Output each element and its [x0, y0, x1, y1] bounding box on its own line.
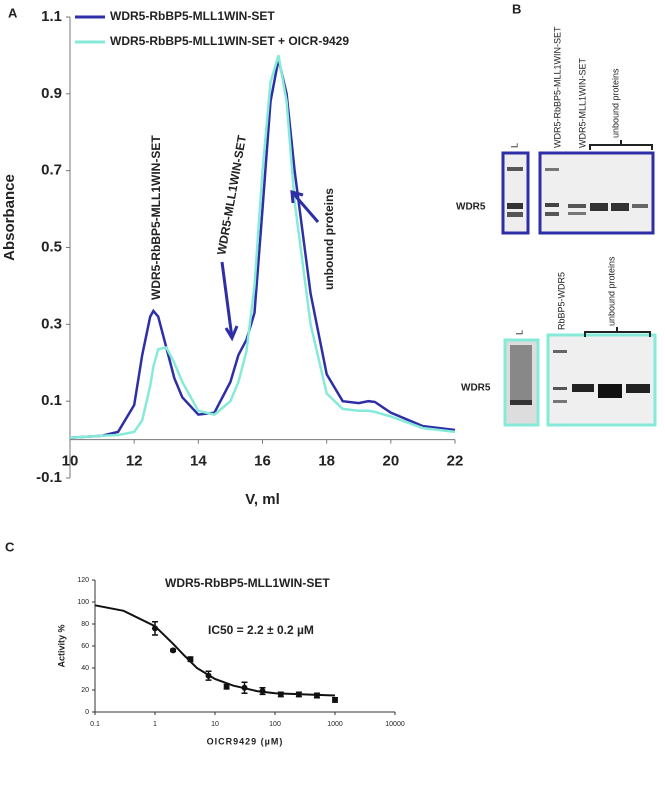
y-tick-label: 0.3 [41, 315, 62, 332]
x-tick-label: 12 [126, 453, 143, 470]
panel-label: B [512, 1, 521, 16]
x-tick-label: 0.1 [90, 721, 100, 728]
x-tick-label: 16 [254, 453, 271, 470]
gel-lane-label: WDR5-RbBP5-MLL1WIN-SET [552, 26, 562, 148]
gel-band-label: WDR5 [456, 202, 486, 213]
x-tick-label: 18 [318, 453, 335, 470]
arrow [220, 261, 239, 342]
bracket [589, 140, 653, 150]
data-point [241, 684, 248, 691]
y-axis-label: Activity % [56, 624, 66, 667]
gel-top [501, 151, 655, 235]
data-point [295, 691, 302, 698]
series-line [69, 59, 456, 439]
gel-lane-label: L [509, 143, 519, 148]
x-tick-label: 10 [211, 721, 219, 728]
x-tick-label: 14 [190, 453, 207, 470]
data-point [313, 692, 320, 699]
x-tick-label: 20 [382, 453, 399, 470]
gel-band-label: WDR5 [461, 383, 491, 394]
y-tick-label: 80 [81, 621, 89, 628]
annotation: unbound proteins [322, 188, 336, 290]
annotation: WDR5-MLL1WIN-SET [214, 134, 249, 257]
x-tick-label: 100 [269, 721, 281, 728]
data-point [277, 691, 284, 698]
y-tick-label: 40 [81, 665, 89, 672]
x-tick-label: 1000 [327, 721, 343, 728]
x-tick-label: 10000 [385, 721, 405, 728]
legend-label: WDR5-RbBP5-MLL1WIN-SET + OICR-9429 [110, 34, 349, 48]
bracket [584, 327, 651, 337]
y-tick-label: 120 [77, 577, 89, 584]
data-point [152, 625, 158, 632]
legend-label: WDR5-RbBP5-MLL1WIN-SET [110, 9, 275, 23]
y-tick-label: 0.9 [41, 85, 62, 102]
panel-label: C [5, 539, 15, 554]
x-tick-label: 1 [153, 721, 157, 728]
y-tick-label: 20 [81, 687, 89, 694]
data-point [187, 656, 194, 663]
gel-bracket-label: unbound proteins [610, 68, 620, 138]
gel-lane-label: WDR5-MLL1WIN-SET [577, 57, 587, 148]
x-axis-label: OICR9429 (µM) [207, 736, 284, 746]
data-point [259, 688, 266, 695]
y-tick-label: 0 [85, 709, 89, 716]
x-tick-label: 10 [62, 453, 79, 470]
data-point [223, 683, 230, 690]
series-line [69, 55, 456, 439]
panel-label: A [8, 5, 18, 20]
arrow [290, 189, 320, 223]
y-tick-label: 60 [81, 643, 89, 650]
y-tick-label: 100 [77, 599, 89, 606]
y-tick-label: 0.5 [41, 238, 62, 255]
x-axis-label: V, ml [245, 491, 279, 508]
fit-curve [94, 604, 336, 697]
gel-lane-label: L [514, 330, 524, 335]
data-point [170, 647, 177, 654]
y-axis-label: Absorbance [1, 174, 18, 261]
annotation: WDR5-RbBP5-MLL1WIN-SET [149, 135, 163, 300]
y-tick-label: 1.1 [41, 8, 62, 25]
annotation: IC50 = 2.2 ± 0.2 µM [208, 623, 314, 637]
x-tick-label: 22 [447, 453, 464, 470]
y-tick-label: 0.7 [41, 162, 62, 179]
gel-bottom [503, 333, 657, 427]
data-point [205, 672, 212, 679]
y-tick-label: 0.1 [41, 392, 62, 409]
gel-lane-label: RbBP5-WDR5 [556, 272, 566, 330]
chart-title: WDR5-RbBP5-MLL1WIN-SET [165, 576, 330, 590]
gel-bracket-label: unbound proteins [606, 256, 616, 326]
y-tick-label: -0.1 [36, 469, 62, 486]
data-point [332, 696, 338, 703]
